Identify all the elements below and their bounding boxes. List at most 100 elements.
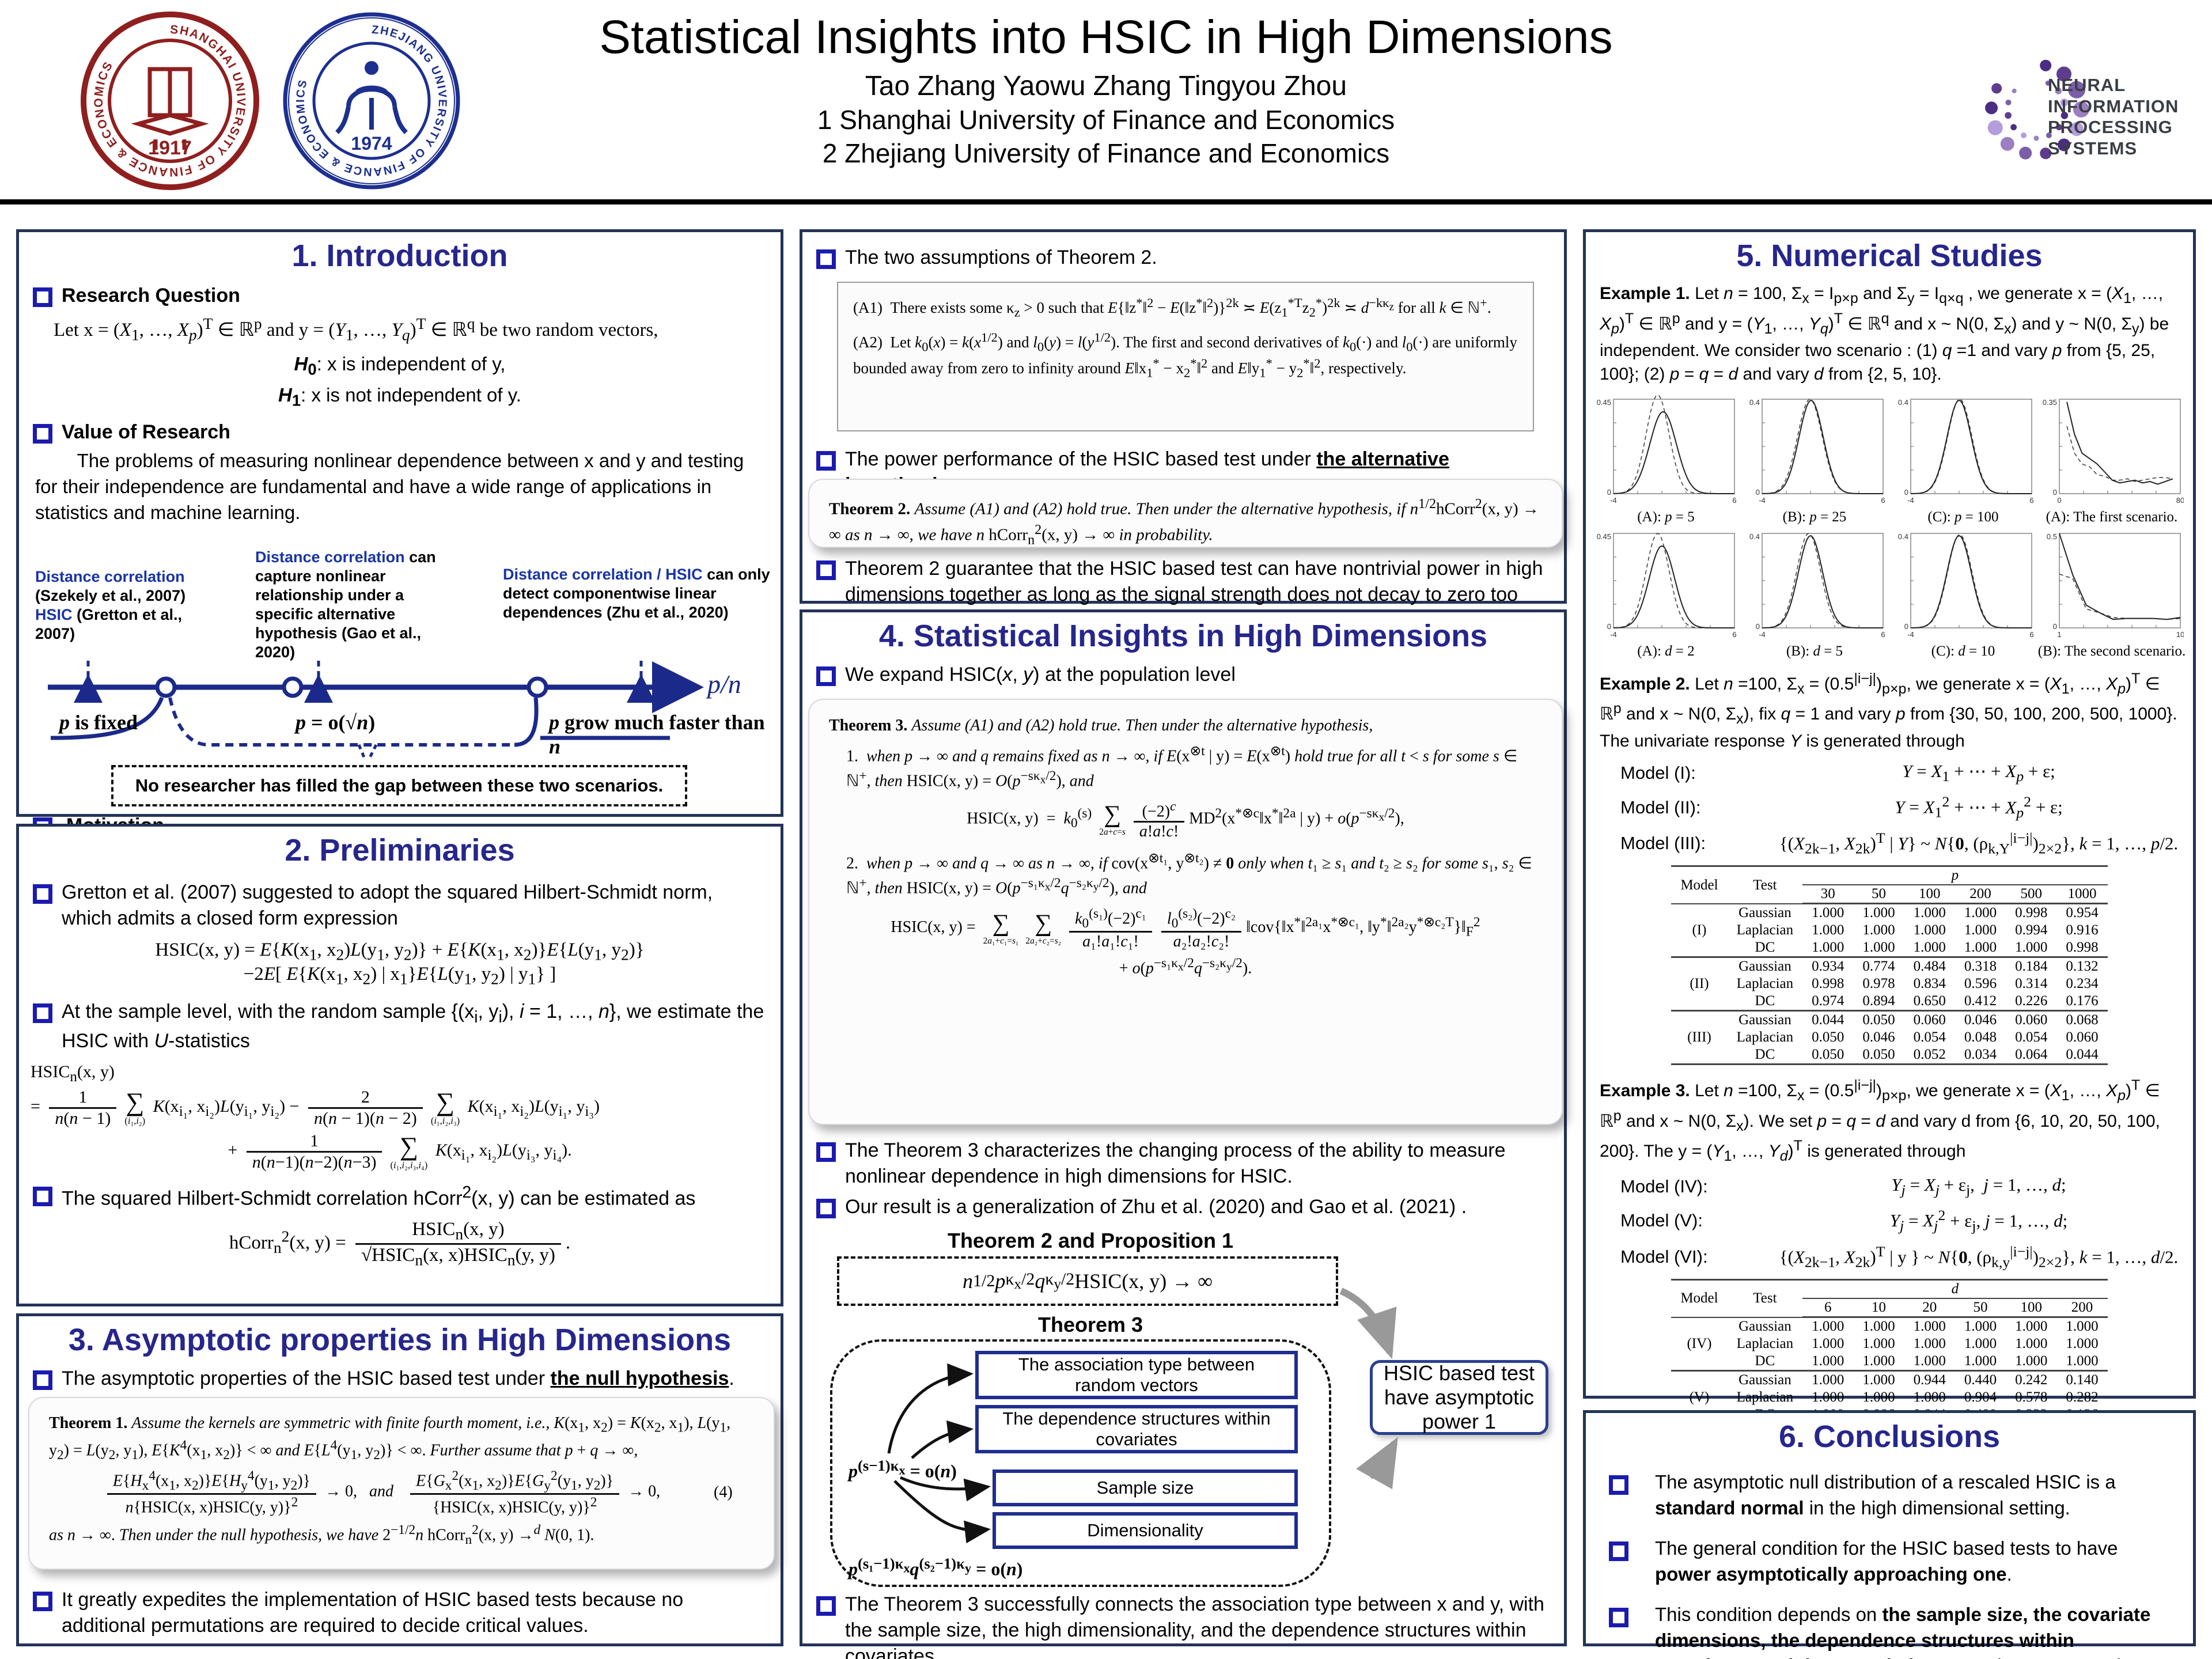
svg-text:0: 0 [2053,622,2057,631]
theorem-1-box: Theorem 1. Assume the kernels are symmet… [28,1397,775,1570]
diagram-power-box: HSIC based test have asymptotic power 1 [1370,1360,1548,1435]
table-row: Gaussian 1.000 1.000 1.000 1.000 1.000 1.000 [1738,1318,2099,1335]
header-divider [0,199,2212,204]
plot-caption: (A): The first scenario. [2046,509,2178,525]
theorem-2-text: Theorem 2. Assume (A1) and (A2) hold tru… [829,496,1539,548]
svg-text:0: 0 [1756,488,1760,497]
model-formula: Model (VI): {(X2k−1, X2k)T | y } ~ N{0, (… [1620,1243,2179,1271]
mini-plot: 0.45 0 -4 6 (A): p = 5 [1592,394,1740,525]
bullet-icon [816,1199,836,1218]
example-3-models: Model (IV): Yj = Xj + εj, j = 1, …, d; Mod… [1586,1175,2193,1271]
mini-plot: 0.5 0 1 10 (B): The second scenario. [2037,529,2186,660]
section-theorem2: The two assumptions of Theorem 2. (A1) T… [800,229,1567,631]
table-row: DC 0.050 0.050 0.052 0.034 0.064 0.044 [1755,1047,2099,1063]
example-2-table: Model Test p 30 50 100 200 500 1000 Gaussian 1.000… [1586,865,2193,1065]
diagram-label-thm2prop: Theorem 2 and Proposition 1 [947,1229,1234,1252]
affiliation-1: 1 Shanghai University of Finance and Eco… [817,105,1395,135]
theorem-1-eq-tag: (4) [714,1483,733,1501]
insights-b3: Our result is a generalization of Zhu et… [845,1196,1467,1218]
hsic-ustat-eq-line2: = 1 n(n − 1) ∑ (i₁,i₂) K(xi₁, xi₂)L(yi₁, yi… [31,1088,600,1128]
svg-text:80: 80 [2176,496,2184,505]
results-table: Model Test p 30 50 100 200 500 1000 Gaussian 1.000… [1671,865,2108,1065]
rq-line: Let x = (X1, …, Xp)T ∈ ℝp and y = (Y1, …… [54,314,658,344]
mini-plot: 0.4 0 -4 6 (B): d = 5 [1740,529,1889,660]
asym-b1: The asymptotic properties of the HSIC ba… [62,1368,734,1389]
insights-b4: The Theorem 3 successfully connects the … [845,1593,1544,1659]
authors: Tao Zhang Yaowu Zhang Tingyou Zhou [865,71,1347,101]
svg-text:10: 10 [2176,630,2184,639]
timeline-axis-label: p/n [707,669,741,699]
diagram-box-samplesize: Sample size [993,1469,1298,1506]
insights-title: 4. Statistical Insights in High Dimensio… [878,619,1488,653]
diagram-eq-left2: p(s₁−1)κxq(s₂−1)κy = o(n) [849,1555,1023,1580]
bullet-icon [816,1142,836,1162]
diagram-box-association: The association type between random vect… [975,1351,1298,1399]
bullet-icon [33,1003,52,1023]
plot-caption: (A): p = 5 [1637,509,1695,525]
header: Statistical Insights into HSIC in High D… [576,10,1636,169]
model-formula: Model (I): Y = X1 + ⋯ + Xp + ε; [1620,761,2055,785]
theorem-flow-diagram: Theorem 2 and Proposition 1 n 1/2 p κx/2 q κy… [802,1229,1570,1597]
prelim-b2: At the sample level, with the random sam… [62,1000,764,1052]
prelim-b3: The squared Hilbert-Schmidt correlation … [62,1183,696,1210]
bullet-icon [33,884,52,904]
affiliation-2: 2 Zhejiang University of Finance and Eco… [822,138,1390,168]
example-2-text: Example 2. Let n =100, Σx = (0.5|i−j|)p×… [1600,670,2177,751]
model-formula: Model (V): Yj = Xj2 + εj, j = 1, …, d; [1620,1207,2068,1234]
example-2-models: Model (I): Y = X1 + ⋯ + Xp + ε; Model (II)… [1586,761,2193,857]
theorem-1-eq4: E{Hx4(x1, x2)}E{Hy4(y1, y2)} n{HSIC(x, x)… [49,1468,714,1517]
theorem-3-item2: 2. when p → ∞ and q → ∞ as n → ∞, if cov… [846,851,1532,897]
bullet-icon [816,249,836,269]
vor-label: Value of Research [62,421,230,443]
bullet-icon [33,1592,52,1611]
plot-caption: (B): d = 5 [1786,643,1843,659]
svg-text:6: 6 [1881,630,1885,639]
svg-text:6: 6 [2029,496,2033,505]
theorem-2-box: Theorem 2. Assume (A1) and (A2) hold tru… [808,479,1563,548]
intro-title: 1. Introduction [291,238,508,273]
svg-text:0.4: 0.4 [1749,532,1760,541]
bullet-icon [816,560,836,580]
plot-caption: (C): p = 100 [1927,509,1999,525]
sufe-logo-icon: SHANGHAI UNIVERSITY OF FINANCE & ECONOMI… [81,12,259,190]
mini-plot: 0.45 0 -4 6 (A): d = 2 [1592,529,1740,660]
hsic-ustat-eq-line1: HSICn(x, y) [31,1062,115,1085]
svg-text:6: 6 [2029,630,2033,639]
svg-text:0: 0 [2053,488,2057,497]
plot-caption: (B): The second scenario. [2037,643,2186,659]
bullet-icon [33,1370,52,1390]
svg-text:1974: 1974 [351,133,392,154]
annotation-dc-hsic: Distance correlation (Szekely et al., 200… [35,568,186,642]
bullet-icon [1609,1608,1628,1628]
svg-text:0: 0 [1756,622,1760,631]
asym-b2: It greatly expedites the implementation … [62,1589,684,1637]
theorem-3-eq1: HSIC(x, y) = k0(s) ∑ 2a+c=s (−2)c a!a!c! MD2… [967,799,1404,840]
table-row: DC 1.000 1.000 1.000 1.000 1.000 0.998 [1755,940,2099,956]
svg-text:0: 0 [1904,622,1908,631]
svg-text:0.4: 0.4 [1749,398,1760,407]
example-1-text: Example 1. Let n = 100, Σx = Ip×p and Σy… [1600,284,2169,384]
h1-line: H1: x is not independent of y. [278,384,521,410]
theorem-1-conclusion: as n → ∞. Then under the null hypothesis… [49,1522,594,1547]
section-asymptotic: 3. Asymptotic properties in High Dimensi… [16,1313,783,1646]
asym-title: 3. Asymptotic properties in High Dimensi… [68,1323,732,1357]
plot-caption: (B): p = 25 [1782,509,1847,525]
assumptions-box: (A1) There exists some κz > 0 such that … [837,282,1534,431]
table-row: (IV) Laplacian 1.000 1.000 1.000 1.000 1.000 1.… [1687,1336,2099,1352]
hsic-population-eq-line2: −2E[ E{K(x1, x2) | x1}E{L(y1, y2) | y1} … [243,964,556,988]
hsic-ustat-eq-line3: + 1 n(n−1)(n−2)(n−3) ∑ (i₁,i₂,i₃,i₄) K(xi₁,… [228,1131,572,1172]
model-formula: Model (IV): Yj = Xj + εj, j = 1, …, d; [1620,1174,2066,1199]
section-introduction: 1. Introduction Research Question Let x … [16,229,783,886]
svg-text:-4: -4 [1759,630,1766,639]
theorem-3-box: Theorem 3. Assume (A1) and (A2) hold tru… [808,699,1563,1125]
svg-text:0.45: 0.45 [1597,532,1611,541]
conclusion-2: The general condition for the HSIC based… [1655,1537,2118,1585]
svg-text:1: 1 [2057,630,2061,639]
mid-b1: The two assumptions of Theorem 2. [845,247,1157,268]
example-3-text: Example 3. Let n =100, Σx = (0.5|i−j|)p×… [1600,1077,2160,1165]
bullet-icon [816,451,836,471]
svg-text:6: 6 [1881,496,1885,505]
svg-text:-4: -4 [1907,630,1914,639]
neurips-dots-icon [1985,59,2089,160]
